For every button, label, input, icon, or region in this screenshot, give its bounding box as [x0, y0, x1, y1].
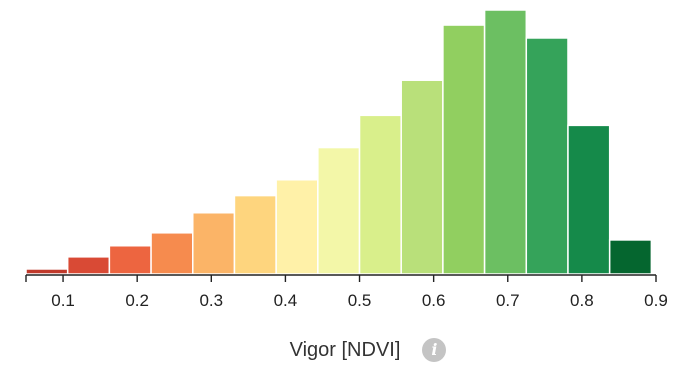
x-axis-title-row: Vigor [NDVI] i	[0, 333, 696, 367]
histogram-bar	[442, 24, 486, 275]
x-tick-label: 0.1	[51, 291, 75, 310]
x-tick-label: 0.4	[274, 291, 298, 310]
x-tick-label: 0.3	[199, 291, 223, 310]
x-tick-label: 0.6	[422, 291, 446, 310]
histogram-bar	[567, 124, 611, 275]
x-tick-label: 0.8	[570, 291, 594, 310]
x-axis-ticks: 0.1 0.2 0.3 0.4 0.5 0.6 0.7 0.8 0.9	[25, 275, 668, 310]
histogram-bar	[275, 179, 319, 275]
x-tick-label: 0.7	[496, 291, 520, 310]
histogram-bar	[192, 212, 236, 275]
histogram-bar	[400, 79, 444, 275]
histogram-bar	[233, 194, 277, 275]
histogram-bar	[25, 268, 69, 275]
histogram-bar	[358, 114, 402, 275]
x-axis-label: Vigor [NDVI]	[289, 338, 401, 361]
histogram-bar	[483, 9, 528, 275]
histogram-bar	[108, 245, 152, 275]
x-tick-label: 0.2	[125, 291, 149, 310]
histogram-bar	[525, 37, 569, 275]
histogram-bar	[66, 256, 111, 275]
histogram-bar	[608, 239, 653, 275]
info-icon[interactable]: i	[422, 338, 447, 362]
x-tick-label: 0.9	[644, 291, 668, 310]
bars-group	[25, 9, 653, 275]
x-tick-label: 0.5	[348, 291, 372, 310]
histogram-bar	[150, 232, 194, 275]
histogram-bar	[317, 146, 361, 275]
